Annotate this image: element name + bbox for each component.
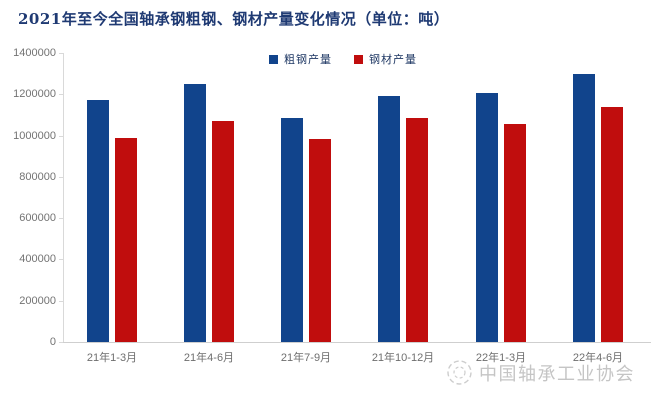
x-axis-line — [63, 342, 651, 343]
x-axis-category-label: 21年4-6月 — [183, 352, 235, 364]
legend-item-1: 钢材产量 — [354, 51, 417, 67]
y-axis-tick-label: 0 — [49, 336, 56, 348]
legend-swatch-icon — [269, 54, 278, 64]
bar-steel-products-5 — [601, 107, 623, 342]
x-axis-category-label: 21年10-12月 — [371, 352, 435, 364]
legend-item-0: 粗钢产量 — [269, 51, 332, 67]
y-axis-tick — [59, 94, 63, 95]
x-axis-category-label: 22年4-6月 — [572, 352, 624, 364]
bar-crude-steel-1 — [184, 84, 206, 342]
bar-steel-products-1 — [212, 121, 234, 342]
y-axis-tick-label: 200000 — [19, 294, 56, 307]
y-axis-tick-label: 400000 — [19, 253, 56, 266]
y-axis-tick-label: 800000 — [19, 170, 56, 183]
chart-title: 2021年至今全国轴承钢粗钢、钢材产量变化情况（单位：吨） — [18, 10, 450, 28]
legend-label: 钢材产量 — [369, 54, 417, 66]
bar-steel-products-2 — [309, 139, 331, 342]
y-axis-line — [63, 53, 64, 342]
org-name: 中国轴承工业协会 — [479, 363, 635, 384]
legend-label: 粗钢产量 — [284, 54, 332, 66]
y-axis-tick-label: 600000 — [19, 212, 56, 225]
y-axis-tick — [59, 136, 63, 137]
bar-steel-products-4 — [504, 124, 526, 342]
bar-crude-steel-5 — [573, 74, 595, 342]
y-axis-tick-label: 1200000 — [13, 88, 56, 101]
y-axis-tick-label: 1000000 — [13, 129, 56, 142]
chart-legend: 粗钢产量 钢材产量 — [269, 51, 417, 67]
bearing-rings-logo-icon — [447, 360, 472, 385]
y-axis-tick — [59, 218, 63, 219]
bar-crude-steel-3 — [378, 96, 400, 342]
y-axis-tick — [59, 53, 63, 54]
x-axis-category-label: 21年7-9月 — [280, 352, 332, 364]
legend-swatch-icon — [354, 54, 363, 64]
y-axis-tick — [59, 177, 63, 178]
bar-crude-steel-4 — [476, 93, 498, 342]
bar-crude-steel-2 — [281, 118, 303, 342]
bar-crude-steel-0 — [87, 100, 109, 342]
y-axis-tick — [59, 301, 63, 302]
y-axis-tick — [59, 259, 63, 260]
bar-steel-products-0 — [115, 138, 137, 342]
x-axis-category-label: 22年1-3月 — [475, 352, 527, 364]
footer-branding: 中国轴承工业协会 — [446, 359, 635, 386]
bar-steel-products-3 — [406, 118, 428, 342]
y-axis-tick-label: 1400000 — [13, 47, 56, 59]
y-axis-tick — [59, 342, 63, 343]
x-axis-category-label: 21年1-3月 — [86, 352, 138, 364]
